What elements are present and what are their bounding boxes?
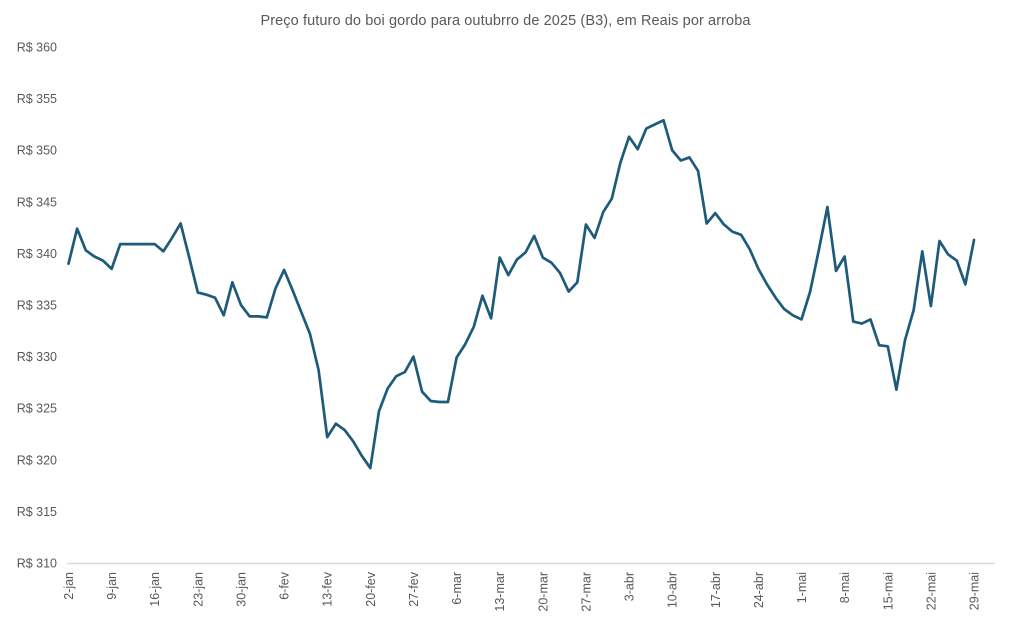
x-axis-tick-label: 27-fev — [407, 571, 421, 606]
x-axis-tick-label: 30-jan — [234, 572, 248, 607]
x-axis-tick-label: 29-mai — [968, 572, 982, 610]
x-axis-tick-label: 6-fev — [278, 571, 292, 600]
x-axis-tick-label: 17-abr — [709, 572, 723, 608]
y-axis-tick-label: R$ 360 — [17, 41, 57, 55]
y-axis-tick-label: R$ 350 — [17, 144, 57, 158]
y-axis-tick-label: R$ 320 — [17, 453, 57, 467]
x-axis-tick-label: 3-abr — [623, 572, 637, 601]
x-axis-tick-label: 13-mar — [493, 572, 507, 612]
y-axis-tick-label: R$ 345 — [17, 195, 57, 209]
x-axis-tick-label: 23-jan — [191, 572, 205, 607]
y-axis-tick-label: R$ 330 — [17, 350, 57, 364]
price-line-series — [67, 118, 976, 470]
x-axis-tick-label: 1-mai — [795, 572, 809, 603]
y-axis-tick-label: R$ 340 — [17, 247, 57, 261]
y-axis-tick-label: R$ 335 — [17, 299, 57, 313]
y-axis-tick-label: R$ 355 — [17, 92, 57, 106]
y-axis-tick-label: R$ 325 — [17, 402, 57, 416]
x-axis-tick-label: 24-abr — [752, 572, 766, 608]
x-axis-tick-label: 15-mai — [881, 572, 895, 610]
chart-title: Preço futuro do boi gordo para outubrro … — [260, 13, 751, 29]
x-axis-tick-label: 16-jan — [148, 572, 162, 607]
y-axis-tick-label: R$ 315 — [17, 505, 57, 519]
x-axis-tick-label: 10-abr — [666, 572, 680, 608]
x-axis-tick-label: 9-jan — [105, 572, 119, 600]
x-axis-tick-label: 8-mai — [838, 572, 852, 603]
x-axis-tick-label: 13-fev — [321, 571, 335, 606]
y-axis-tick-label: R$ 310 — [17, 557, 57, 571]
x-axis-tick-label: 2-jan — [62, 572, 76, 600]
x-axis-tick-label: 27-mar — [579, 572, 593, 612]
x-axis-tick-label: 20-mar — [536, 572, 550, 612]
x-axis-tick-label: 20-fev — [364, 571, 378, 606]
x-axis-tick-label: 22-mai — [924, 572, 938, 610]
x-axis-tick-label: 6-mar — [450, 572, 464, 605]
